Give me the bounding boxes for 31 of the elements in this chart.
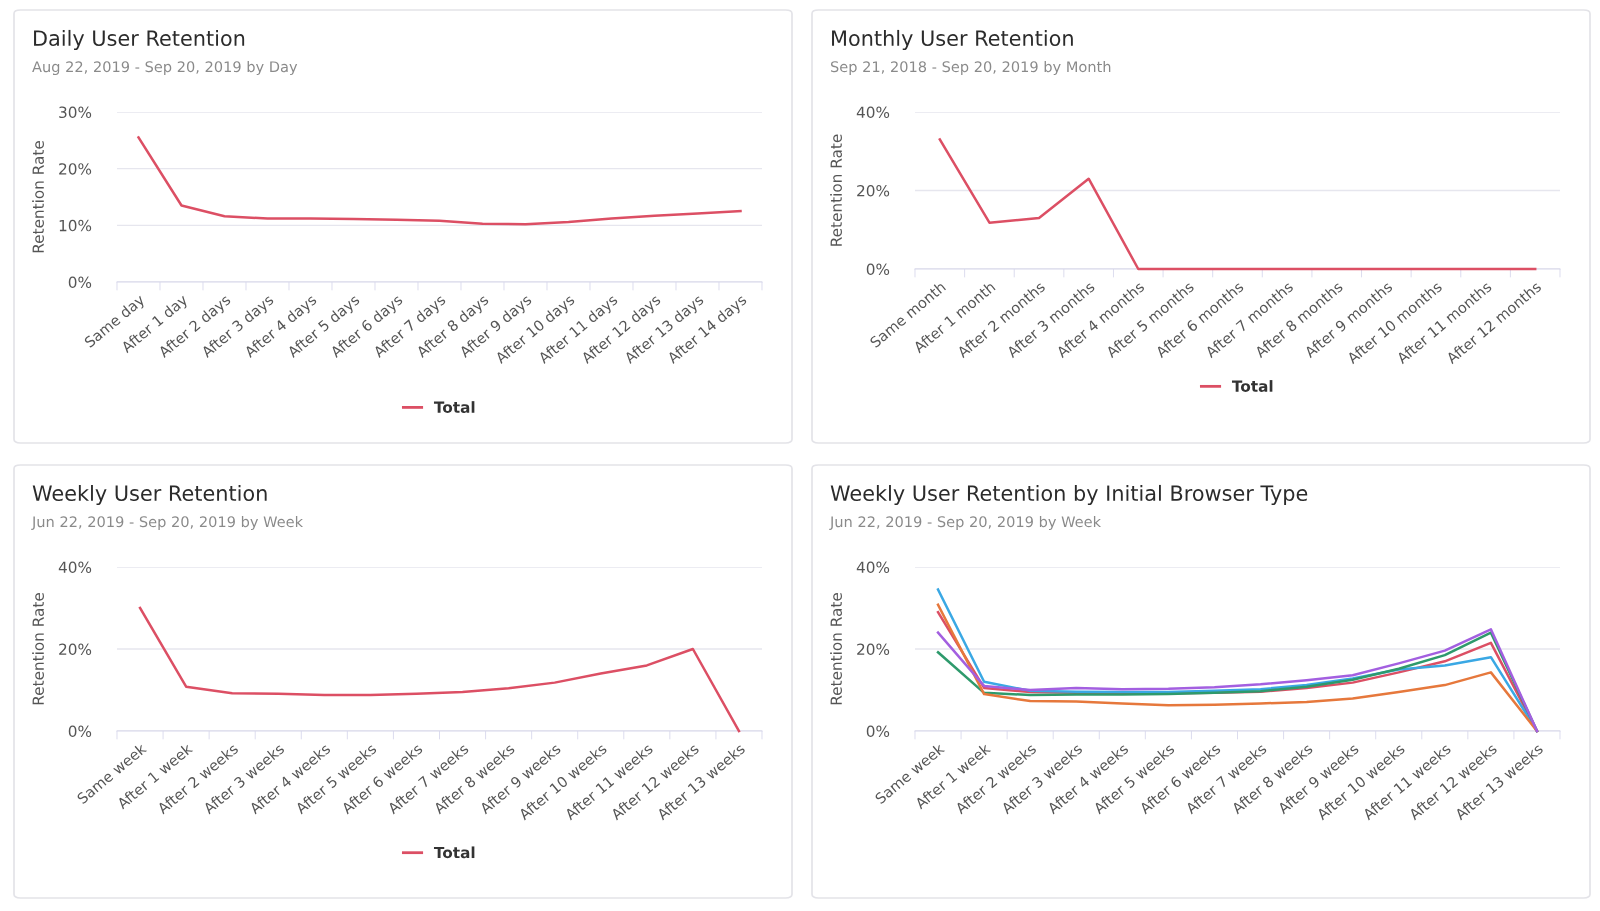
y-tick-label: 20%: [857, 184, 890, 197]
y-tick-label: 0%: [68, 725, 92, 738]
y-tick-label: 20%: [857, 643, 890, 656]
line-series: [137, 136, 742, 226]
legend-label: Total: [1231, 380, 1273, 392]
line-series: [138, 606, 741, 733]
y-tick-label: 40%: [856, 106, 890, 119]
y-tick-label: 40%: [58, 561, 92, 574]
y-tick-label: 0%: [866, 725, 890, 738]
chart-title: Weekly User Retention by Initial Browser Type: [830, 484, 1308, 506]
chart-subtitle: Aug 22, 2019 - Sep 20, 2019 by Day: [32, 60, 298, 76]
chart-subtitle: Sep 21, 2018 - Sep 20, 2019 by Month: [830, 60, 1111, 76]
chart-title: Weekly User Retention: [32, 484, 267, 506]
y-tick-label: 20%: [59, 643, 92, 656]
y-axis-title: Retention Rate: [830, 134, 842, 246]
chart-title: Daily User Retention: [34, 29, 245, 51]
y-axis-title: Retention Rate: [32, 141, 44, 253]
y-axis-title: Retention Rate: [830, 593, 842, 705]
chart-subtitle: Jun 22, 2019 - Sep 20, 2019 by Week: [829, 515, 1102, 531]
chart-title: Monthly User Retention: [832, 29, 1073, 51]
y-axis-title: Retention Rate: [32, 593, 44, 705]
chart-subtitle: Jun 22, 2019 - Sep 20, 2019 by Week: [31, 515, 304, 531]
y-tick-label: 0%: [68, 276, 92, 289]
legend-label: Total: [433, 401, 475, 413]
y-tick-label: 20%: [59, 163, 92, 175]
line-series: [938, 138, 1537, 271]
y-tick-label: 40%: [856, 561, 890, 574]
y-tick-label: 10%: [59, 219, 92, 232]
y-tick-label: 30%: [59, 106, 92, 119]
y-tick-label: 0%: [866, 263, 890, 276]
legend-label: Total: [433, 846, 475, 859]
